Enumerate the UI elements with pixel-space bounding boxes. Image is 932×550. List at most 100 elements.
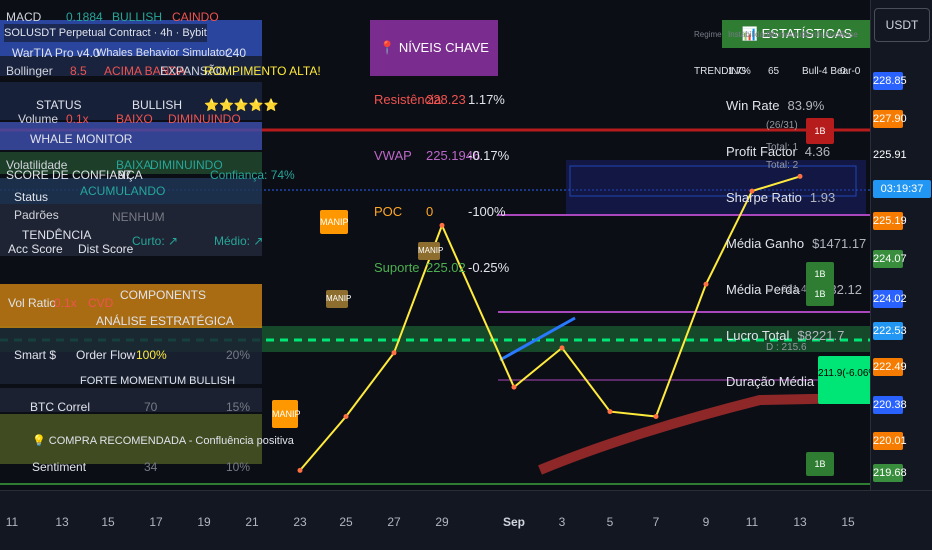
indicator-text: COMPONENTS <box>120 288 207 302</box>
time-axis-label: 25 <box>339 515 353 529</box>
indicator-text: Status <box>14 190 49 204</box>
chart-area[interactable]: MACD 0.1884 BULLISH CAINDO WarTIA Pro v4.0 Wh… <box>0 0 870 490</box>
stat-label: Sharpe Ratio <box>726 190 802 205</box>
indicator-text: Bollinger <box>6 64 53 78</box>
stat-row: Média Ganho $1471.17 <box>726 236 866 254</box>
indicator-text: 20% <box>226 348 251 362</box>
indicator-band <box>0 284 262 328</box>
indicator-text: 100% <box>136 348 167 362</box>
manip-marker[interactable]: MANIP <box>320 210 349 234</box>
chart-title: SOLUSDT Perpetual Contract · 4h · Bybit <box>4 24 207 42</box>
key-level-pct: -100% <box>468 204 506 219</box>
price-point <box>391 350 397 356</box>
key-level-name: Suporte <box>374 260 420 275</box>
price-axis-label: 224.07 <box>873 250 907 268</box>
price-axis[interactable]: USDT 228.85 227.90 225.91 03:19:37 225.19 224… <box>870 0 932 490</box>
current-price-badge: 211.9(-6.06%) <box>818 356 870 404</box>
indicator-text: SCORE DE CONFIANÇA <box>6 168 143 182</box>
indicator-text: BAIXO <box>116 112 153 126</box>
indicator-band <box>0 82 262 120</box>
stat-row: Sharpe Ratio 1.93 <box>726 190 835 208</box>
indicator-text: ACUMULANDO <box>80 184 166 198</box>
indicator-text: FORTE MOMENTUM BULLISH <box>80 375 236 387</box>
price-axis-label: 222.49 <box>873 358 907 376</box>
tag-1b[interactable]: 1B <box>806 282 834 306</box>
ribbon <box>538 393 861 475</box>
indicator-text: Curto: ↗ <box>132 234 179 248</box>
manip-marker[interactable]: MANIP <box>418 242 443 260</box>
indicator-band <box>0 328 262 384</box>
indicator-text: 0.1x <box>66 112 89 126</box>
stat-note: D : 221.46 <box>766 284 813 295</box>
price-axis-label: 222.53 <box>873 322 907 340</box>
stat-note: (26/31) <box>766 120 798 131</box>
manip-marker[interactable]: MANIP <box>272 400 301 428</box>
indicator-text: CAINDO <box>172 10 219 24</box>
price-point <box>703 281 709 287</box>
price-axis-label: 224.02 <box>873 290 907 308</box>
statistics-title: 📊 ESTATÍSTICAS <box>722 20 870 48</box>
indicator-text: Confiança: 74% <box>210 168 295 182</box>
indicator-band <box>0 204 262 256</box>
indicator-text: 8.5 <box>70 64 87 78</box>
indicator-band <box>0 178 262 204</box>
indicator-text: 0.1884 <box>66 10 103 24</box>
time-axis[interactable]: 11 13 15 17 19 21 23 25 27 29 Sep 3 5 7 9 11 13 15 <box>0 490 932 550</box>
indicator-text: WHALE MONITOR <box>30 132 133 146</box>
price-point <box>297 467 303 473</box>
indicator-text: ⭐⭐⭐⭐⭐ <box>204 98 279 112</box>
stat-value: $1471.17 <box>812 236 867 251</box>
stat-note: D : 215.6 <box>766 342 807 353</box>
indicator-text: Dist Score <box>78 242 134 256</box>
indicator-text: 💡 COMPRA RECOMENDADA - Confluência posit… <box>32 435 294 447</box>
indicator-text: Whales Behavior Simulator <box>96 47 229 59</box>
stats-regime-cell: 65 <box>768 66 780 77</box>
time-axis-label: 19 <box>197 515 211 529</box>
indicator-text: 34 <box>144 460 158 474</box>
indicator-text: ANÁLISE ESTRATÉGICA <box>96 314 234 328</box>
price-point <box>607 409 613 415</box>
stats-regime-cell: 0 <box>840 66 846 77</box>
stat-value: 4.36 <box>804 144 831 159</box>
stat-label: Média Ganho <box>726 236 805 251</box>
stat-row: Lucro Total $8221.7 <box>726 328 844 346</box>
trend-line <box>499 316 576 362</box>
key-level-row: POC 0 -100% <box>370 204 506 224</box>
indicator-text: STATUS <box>36 98 82 112</box>
stat-note: Total: 1 <box>766 142 799 153</box>
indicator-text: Acc Score <box>8 242 63 256</box>
time-axis-label: 27 <box>387 515 401 529</box>
time-axis-label: Sep <box>502 515 526 529</box>
tag-1b[interactable]: 1B <box>806 118 834 144</box>
stat-label: Win Rate <box>726 98 780 113</box>
indicator-text: Médio: ↗ <box>214 234 264 248</box>
indicator-band <box>0 388 262 412</box>
key-level-pct: 1.17% <box>468 92 505 107</box>
key-level-value: 0 <box>426 204 434 219</box>
indicator-text: ROMPIMENTO ALTA! <box>204 64 321 78</box>
price-point <box>439 222 445 228</box>
stat-row: Profit Factor 4.36 <box>726 144 830 162</box>
indicator-text: TENDÊNCIA <box>22 228 92 242</box>
manip-marker[interactable]: MANIP <box>326 290 351 308</box>
currency-button[interactable]: USDT <box>874 8 930 42</box>
stat-note: Total: 2 <box>766 160 799 171</box>
indicator-text: Vol Ratio <box>8 296 57 310</box>
key-level-name: Resistência <box>374 92 442 107</box>
indicator-text: ACIMA BANDA <box>104 64 187 78</box>
stats-header-cell: Instabilidade <box>728 30 773 39</box>
price-axis-label: 228.85 <box>873 72 907 90</box>
key-level-name: POC <box>374 204 403 219</box>
price-point <box>559 345 565 351</box>
tag-1b[interactable]: 1B <box>806 452 834 476</box>
stats-regime-cell: Bull-4 Bear-0 <box>802 66 861 77</box>
stat-value: 1.93 <box>809 190 836 205</box>
key-levels-panel: 📍 NÍVEIS CHAVE Resistência 228.23 1.17% VWA… <box>370 20 509 275</box>
price-point <box>749 188 755 194</box>
time-axis-label: 7 <box>652 515 660 529</box>
indicator-text: BTC Correl <box>30 400 91 414</box>
key-level-row: Suporte 225.02 -0.25% <box>370 260 509 280</box>
time-axis-label: 11 <box>5 515 19 529</box>
indicator-text: 15% <box>226 400 251 414</box>
stats-header-cell: Confluência <box>802 30 845 39</box>
